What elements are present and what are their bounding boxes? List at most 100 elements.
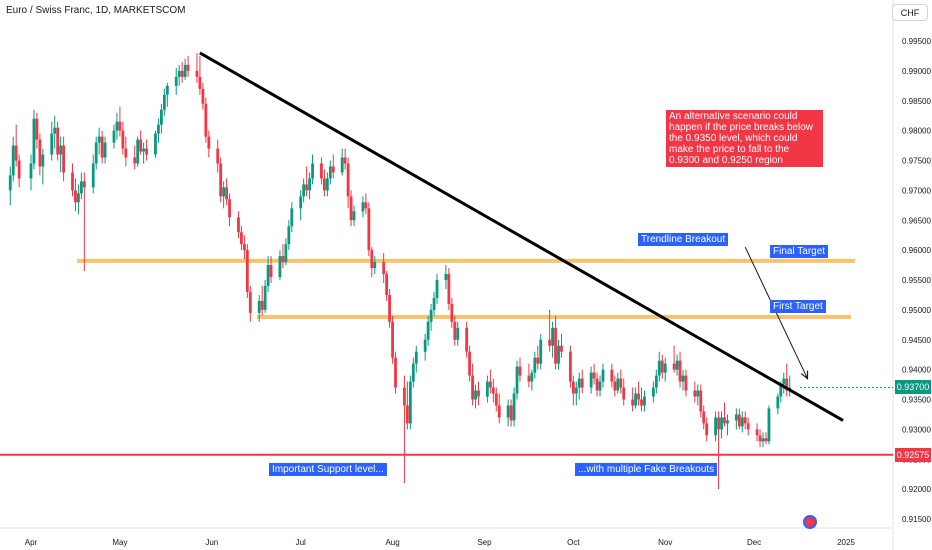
candle-body	[631, 399, 635, 406]
candle-body	[456, 327, 460, 340]
final-target-label: Final Target	[770, 245, 829, 258]
candle-body	[453, 321, 457, 340]
candle-body	[702, 411, 706, 424]
candle-body	[577, 378, 581, 388]
candle-body	[530, 372, 534, 382]
candle-body	[305, 184, 309, 191]
candle-body	[740, 417, 744, 427]
x-tick-label: Apr	[25, 538, 38, 547]
candle-body	[568, 351, 572, 382]
y-tick-label: 0.95000	[902, 306, 931, 315]
candle-body	[103, 142, 107, 158]
candle-body	[142, 148, 146, 152]
candle-body	[779, 384, 783, 397]
candle-body	[94, 142, 98, 164]
candle-body	[423, 339, 427, 352]
x-tick-label: Oct	[567, 538, 580, 547]
candle-body	[613, 381, 617, 391]
candle-body	[260, 300, 264, 310]
trendline	[199, 51, 844, 422]
candle-body	[515, 366, 519, 394]
y-tick-label: 0.93500	[902, 396, 931, 405]
candle-body	[574, 387, 578, 394]
y-tick-label: 0.97500	[902, 157, 931, 166]
candle-body	[720, 417, 723, 430]
candle-body	[571, 381, 575, 394]
candle-body	[654, 375, 658, 388]
candle-body	[311, 163, 314, 179]
candle-body	[696, 390, 700, 397]
y-tick-label: 0.91500	[902, 515, 931, 524]
candle-body	[201, 88, 205, 104]
candle-body	[411, 363, 415, 382]
candle-body	[551, 327, 554, 346]
candle-body	[554, 327, 557, 364]
x-tick-label: May	[112, 538, 127, 547]
candle-body	[367, 208, 371, 251]
candle-body	[11, 145, 15, 176]
candle-body	[269, 265, 273, 278]
candle-body	[758, 435, 762, 442]
candle-body	[17, 160, 21, 179]
candle-body	[245, 250, 249, 292]
candle-body	[112, 130, 116, 143]
currency-button[interactable]: CHF	[892, 4, 928, 21]
candle-body	[601, 369, 605, 382]
first-target-label: First Target	[770, 300, 826, 313]
candle-body	[681, 375, 685, 382]
candle-body	[737, 414, 741, 427]
candle-body	[8, 175, 12, 191]
candle-body	[59, 145, 63, 155]
candle-body	[394, 357, 397, 388]
candle-body	[352, 211, 356, 221]
candle-body	[761, 438, 765, 442]
candle-body	[177, 70, 181, 77]
candle-body	[678, 360, 682, 382]
candle-body	[403, 387, 406, 406]
candle-body	[133, 157, 137, 164]
candle-body	[219, 163, 223, 197]
y-tick-label: 0.92000	[902, 485, 931, 494]
candle-body	[619, 378, 623, 388]
candle-body	[79, 181, 83, 194]
candle-body	[589, 372, 593, 388]
y-tick-label: 0.96500	[902, 216, 931, 225]
candle-body	[643, 396, 646, 406]
candle-body	[35, 118, 39, 140]
candle-body	[391, 321, 394, 358]
trendline-breakout-label: Trendline Breakout	[638, 233, 729, 246]
candle-body	[512, 393, 516, 421]
y-tick-label: 0.93000	[902, 425, 931, 434]
candle-body	[518, 366, 522, 376]
alternative-scenario-note: An alternative scenario could happen if …	[666, 110, 823, 167]
candle-body	[776, 396, 780, 409]
candle-body	[346, 163, 350, 197]
candle-body	[162, 94, 166, 110]
x-tick-label: Jul	[296, 538, 306, 547]
candle-body	[477, 390, 480, 397]
candle-body	[426, 321, 430, 340]
tradingview-logo-icon[interactable]	[803, 515, 817, 529]
candle-body	[764, 438, 768, 442]
candle-body	[281, 256, 285, 263]
candle-body	[157, 124, 160, 134]
candle-body	[53, 127, 57, 134]
y-tick-label: 0.99500	[902, 37, 931, 46]
y-tick-label: 0.98500	[902, 97, 931, 106]
candle-body	[14, 145, 18, 161]
candle-body	[77, 193, 80, 203]
candle-body	[328, 166, 332, 179]
candle-body	[50, 133, 54, 155]
y-tick-label: 0.98000	[902, 127, 931, 136]
candle-body	[174, 76, 178, 86]
candle-body	[266, 265, 270, 286]
x-tick-label: Dec	[747, 538, 761, 547]
candle-body	[447, 274, 451, 304]
candle-body	[506, 405, 510, 418]
candle-body	[595, 378, 599, 391]
candle-body	[41, 154, 45, 167]
candle-body	[651, 387, 655, 397]
candle-body	[385, 274, 389, 295]
candle-body	[767, 408, 771, 442]
